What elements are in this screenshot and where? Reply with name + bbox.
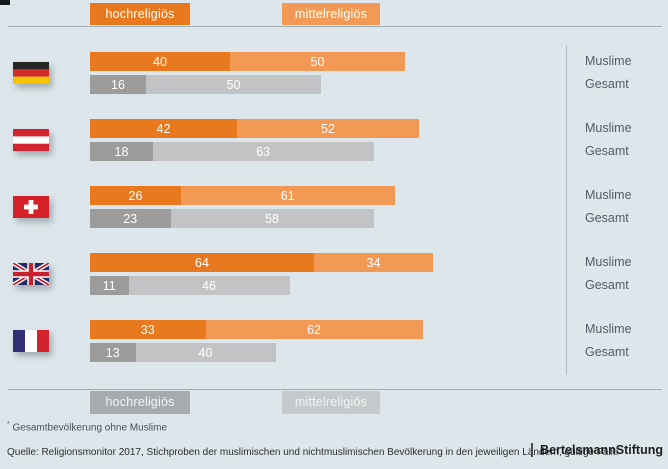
footnote: * Gesamtbevölkerung ohne Muslime [7, 421, 167, 433]
bar-segment: 18 [90, 142, 153, 161]
country-row-united-kingdom: 64 34 11 46 Muslime Gesamt [0, 253, 668, 295]
bar-segment: 23 [90, 209, 171, 228]
footnote-text: Gesamtbevölkerung ohne Muslime [9, 422, 168, 434]
bar-segment: 13 [90, 343, 136, 362]
logo-name: Bertelsmann [540, 443, 616, 457]
bar-segment: 16 [90, 75, 146, 94]
bar-muslime: 40 50 [90, 52, 405, 71]
footnote-marker: * [7, 421, 10, 428]
country-row-austria: 42 52 18 63 Muslime Gesamt [0, 119, 668, 161]
bertelsmann-stiftung-logo: Bertelsmann Stiftung [531, 443, 663, 457]
bar-muslime: 64 34 [90, 253, 433, 272]
legend-item-hochreligiös: hochreligiös [90, 391, 190, 414]
row-label-muslime: Muslime [585, 322, 632, 336]
bottom-divider [8, 389, 662, 390]
bar-gesamt: 11 46 [90, 276, 290, 295]
row-label-muslime: Muslime [585, 54, 632, 68]
legend-item-mittelreligiös: mittelreligiös [282, 391, 380, 414]
bar-segment: 64 [90, 253, 314, 272]
corner-mark [0, 0, 10, 5]
bar-segment: 46 [128, 276, 290, 295]
country-row-germany: 40 50 16 50 Muslime Gesamt [0, 52, 668, 94]
austria-flag-icon [13, 129, 49, 151]
logo-suffix: Stiftung [615, 443, 663, 457]
bar-muslime: 33 62 [90, 320, 423, 339]
row-label-gesamt: Gesamt [585, 77, 629, 91]
bar-segment: 33 [90, 320, 206, 339]
france-flag-icon [13, 330, 49, 352]
bar-segment: 40 [135, 343, 276, 362]
bar-muslime: 42 52 [90, 119, 419, 138]
bar-segment: 42 [90, 119, 237, 138]
row-label-muslime: Muslime [585, 255, 632, 269]
switzerland-flag-icon [13, 196, 49, 218]
row-label-gesamt: Gesamt [585, 278, 629, 292]
bar-segment: 26 [90, 186, 181, 205]
legend-bottom: hochreligiös mittelreligiös [0, 391, 668, 414]
bar-muslime: 26 61 [90, 186, 395, 205]
labels-divider [566, 45, 567, 375]
bar-segment: 34 [314, 253, 433, 272]
bar-gesamt: 16 50 [90, 75, 321, 94]
bar-segment: 52 [237, 119, 419, 138]
country-row-france: 33 62 13 40 Muslime Gesamt [0, 320, 668, 362]
bar-gesamt: 18 63 [90, 142, 374, 161]
bar-segment: 62 [205, 320, 423, 339]
row-label-gesamt: Gesamt [585, 144, 629, 158]
bar-gesamt: 13 40 [90, 343, 276, 362]
legend-item-hochreligiös: hochreligiös [90, 3, 190, 25]
bar-segment: 40 [90, 52, 230, 71]
legend-item-mittelreligiös: mittelreligiös [282, 3, 380, 25]
legend-top: hochreligiös mittelreligiös [0, 3, 668, 25]
source-line: Quelle: Religionsmonitor 2017, Stichprob… [7, 447, 619, 458]
bar-segment: 50 [230, 52, 405, 71]
top-divider [8, 26, 662, 27]
germany-flag-icon [13, 62, 49, 84]
country-row-switzerland: 26 61 23 58 Muslime Gesamt [0, 186, 668, 228]
bar-gesamt: 23 58 [90, 209, 374, 228]
row-label-gesamt: Gesamt [585, 345, 629, 359]
row-label-muslime: Muslime [585, 188, 632, 202]
bar-segment: 11 [90, 276, 129, 295]
row-label-gesamt: Gesamt [585, 211, 629, 225]
bar-segment: 58 [170, 209, 374, 228]
bar-segment: 61 [181, 186, 395, 205]
bar-segment: 63 [153, 142, 374, 161]
logo-bar-icon [531, 443, 534, 457]
united-kingdom-flag-icon [13, 263, 49, 285]
row-label-muslime: Muslime [585, 121, 632, 135]
bar-segment: 50 [146, 75, 321, 94]
